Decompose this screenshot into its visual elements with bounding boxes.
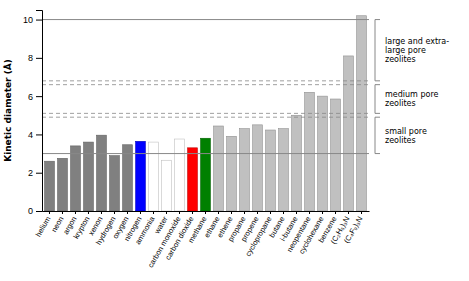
bar [214, 126, 224, 211]
reference-line [42, 153, 369, 154]
bar [331, 99, 341, 211]
tick-mark [36, 20, 42, 21]
tick-mark [348, 211, 349, 214]
tick-mark [36, 134, 42, 135]
tick-label: helium [34, 215, 53, 239]
tick-mark [62, 211, 63, 214]
tick-label: 4 [28, 130, 33, 140]
bar [292, 115, 302, 211]
tick-mark [205, 211, 206, 214]
annotation: small porezeolites [385, 127, 427, 145]
tick-mark [49, 211, 50, 214]
bar [123, 145, 133, 211]
bar [201, 138, 211, 211]
dashed-line [42, 80, 369, 81]
tick-label: (C₄F₉)₃N [342, 215, 365, 245]
tick-mark [101, 211, 102, 214]
tick-label: 10 [23, 15, 33, 25]
bar [71, 146, 81, 211]
tick-mark [218, 211, 219, 214]
bar [240, 129, 250, 211]
tick-label: 6 [28, 92, 33, 102]
axis-line [36, 11, 43, 212]
tick: (C₄F₉)₃N [342, 211, 365, 245]
bar [305, 92, 315, 211]
bar [266, 130, 276, 211]
annotation: large and extra-large porezeolites [385, 37, 449, 64]
bar [149, 142, 159, 211]
tick: 4 [28, 130, 42, 140]
bar [279, 129, 289, 211]
bar [253, 125, 263, 211]
dashed-line [42, 84, 369, 85]
bar [110, 156, 120, 211]
tick-mark [283, 211, 284, 214]
tick-mark [257, 211, 258, 214]
reference-line [42, 19, 369, 20]
tick-mark [166, 211, 167, 214]
tick-mark [192, 211, 193, 214]
bar [97, 135, 107, 211]
dashed-line [42, 117, 369, 118]
tick-mark [88, 211, 89, 214]
tick-mark [179, 211, 180, 214]
chart: 0 2 4 6 8 10 heliumneonargonkryptonxenonhydrog… [0, 0, 469, 281]
tick-mark [153, 211, 154, 214]
tick-label: 2 [28, 168, 33, 178]
dashed-line [42, 113, 369, 114]
tick-mark [75, 211, 76, 214]
tick: 0 [28, 206, 42, 216]
bar [45, 161, 55, 211]
tick-mark [36, 173, 42, 174]
axis-title: Kinetic diameter (Å) [3, 59, 13, 162]
tick: 10 [23, 15, 42, 25]
tick-mark [36, 96, 42, 97]
y-axis: 0 2 4 6 8 10 [23, 11, 43, 217]
bracket [375, 20, 380, 81]
bar [188, 148, 198, 211]
tick-mark [335, 211, 336, 214]
bar [162, 160, 172, 211]
bracket [375, 117, 380, 153]
tick-mark [270, 211, 271, 214]
tick: krypton [71, 211, 91, 241]
tick-mark [309, 211, 310, 214]
tick-label: 0 [28, 206, 33, 216]
x-axis: heliumneonargonkryptonxenonhydrogenoxyge… [34, 211, 370, 269]
tick-mark [114, 211, 115, 214]
bar [227, 136, 237, 211]
bar [175, 139, 185, 211]
tick-mark [127, 211, 128, 214]
tick-mark [322, 211, 323, 214]
tick-mark [361, 211, 362, 214]
annotation: medium porezeolites [385, 90, 439, 108]
tick-mark [231, 211, 232, 214]
tick-mark [140, 211, 141, 214]
tick: 6 [28, 92, 42, 102]
tick-mark [244, 211, 245, 214]
tick-label: 8 [28, 53, 33, 63]
bar [344, 56, 354, 211]
bracket [375, 85, 380, 114]
tick: 8 [28, 53, 42, 63]
tick-mark [296, 211, 297, 214]
bar [136, 141, 146, 211]
tick: helium [34, 211, 53, 238]
plot-area [42, 16, 369, 211]
bar [84, 142, 94, 211]
bar [58, 158, 68, 211]
tick-mark [36, 211, 42, 212]
tick: 2 [28, 168, 42, 178]
tick-mark [36, 58, 42, 59]
